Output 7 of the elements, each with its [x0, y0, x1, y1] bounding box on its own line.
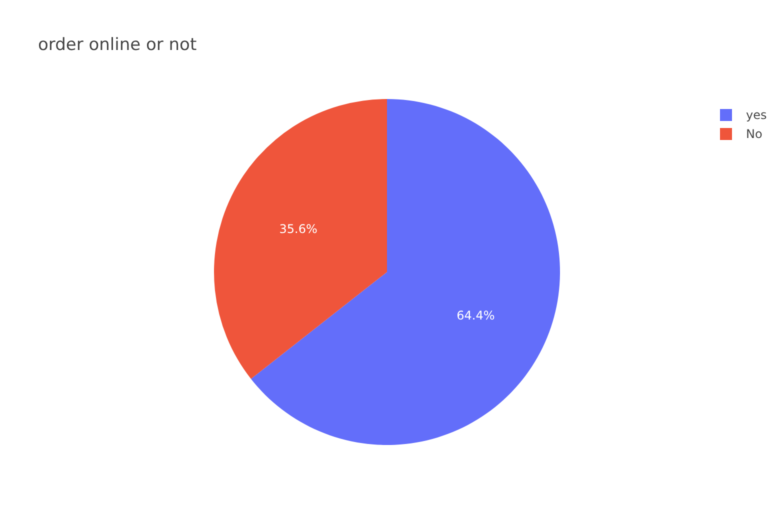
data-label: 35.6% — [279, 222, 318, 236]
pie-slice — [250, 99, 560, 445]
legend-label: No — [746, 127, 762, 141]
legend-label: yes — [746, 108, 767, 122]
pie-slice — [214, 99, 387, 379]
data-label: 64.4% — [456, 308, 495, 322]
chart-title: order online or not — [38, 35, 197, 55]
